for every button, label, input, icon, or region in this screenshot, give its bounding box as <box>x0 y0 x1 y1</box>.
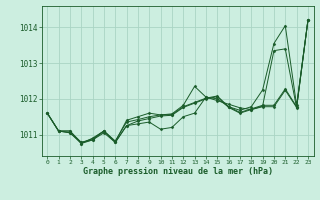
X-axis label: Graphe pression niveau de la mer (hPa): Graphe pression niveau de la mer (hPa) <box>83 167 273 176</box>
